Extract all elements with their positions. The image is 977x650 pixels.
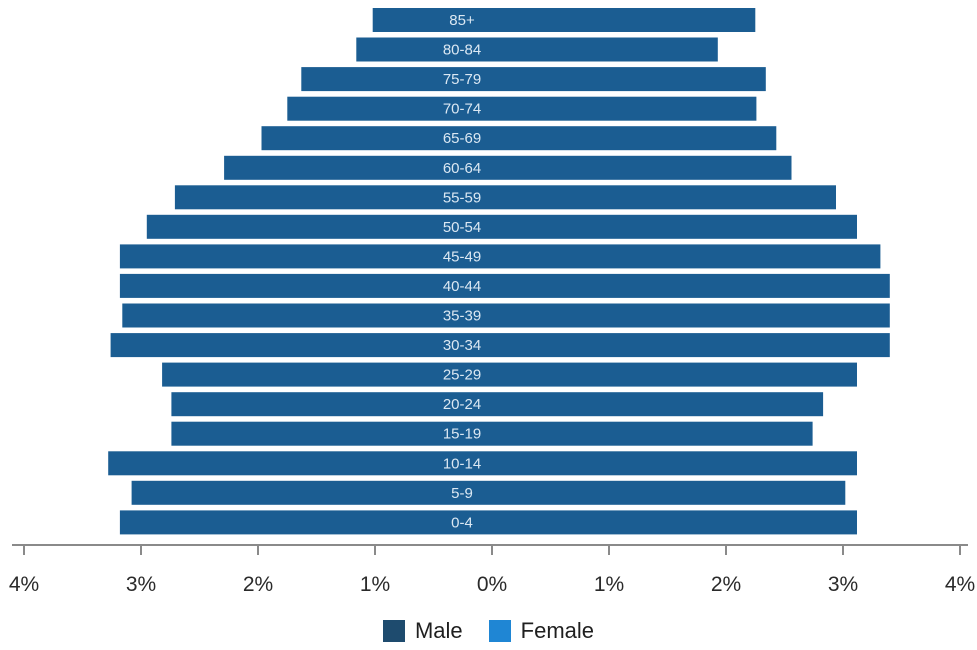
bar-male-60-64 [224, 155, 492, 180]
bar-female-0-4 [492, 510, 857, 535]
bar-male-35-39 [122, 303, 493, 328]
category-label-5-9: 5-9 [451, 485, 473, 502]
category-label-60-64: 60-64 [443, 160, 481, 177]
category-label-50-54: 50-54 [443, 219, 481, 236]
bar-male-15-19 [171, 421, 492, 446]
bar-female-85+ [492, 8, 756, 32]
category-label-30-34: 30-34 [443, 337, 481, 354]
bar-male-40-44 [119, 273, 493, 298]
category-label-15-19: 15-19 [443, 426, 481, 443]
bar-female-40-44 [492, 273, 890, 298]
bar-male-75-79 [301, 67, 492, 92]
bar-female-35-39 [492, 303, 890, 328]
category-labels-layer: 85+ 80-84 75-79 70-74 65-69 60-64 55-59 50-54 45… [443, 12, 481, 531]
x-tick-label: 3% [828, 573, 858, 596]
category-label-25-29: 25-29 [443, 367, 481, 384]
bar-female-50-54 [492, 214, 857, 239]
x-tick-label: 0% [477, 573, 507, 596]
bar-male-20-24 [171, 392, 492, 417]
bar-female-15-19 [492, 421, 813, 446]
category-label-20-24: 20-24 [443, 396, 481, 413]
bar-female-10-14 [492, 451, 857, 476]
bar-male-45-49 [119, 244, 493, 269]
category-label-65-69: 65-69 [443, 130, 481, 147]
legend-label-female: Female [520, 618, 595, 643]
bar-female-5-9 [492, 480, 846, 505]
bar-male-80-84 [356, 37, 492, 62]
bar-female-45-49 [492, 244, 881, 269]
bar-male-70-74 [287, 96, 493, 121]
category-label-0-4: 0-4 [451, 514, 473, 531]
x-tick-label: 4% [945, 573, 975, 596]
bar-male-85+ [372, 8, 492, 32]
category-label-75-79: 75-79 [443, 71, 481, 88]
x-tick-label: 3% [126, 573, 156, 596]
legend-label-male: Male [414, 618, 463, 643]
bar-female-30-34 [492, 333, 890, 358]
category-label-10-14: 10-14 [443, 455, 481, 472]
bar-female-60-64 [492, 155, 792, 180]
bar-female-75-79 [492, 67, 766, 92]
legend-item-male: Male [382, 618, 463, 644]
legend: Male Female [0, 618, 977, 644]
bar-male-65-69 [261, 126, 492, 151]
bar-male-50-54 [146, 214, 493, 239]
bar-female-25-29 [492, 362, 857, 387]
bar-female-80-84 [492, 37, 718, 62]
bar-male-0-4 [119, 510, 493, 535]
x-tick-label: 2% [711, 573, 741, 596]
category-label-45-49: 45-49 [443, 248, 481, 265]
x-tick-label: 4% [9, 573, 39, 596]
bars-layer [108, 8, 890, 535]
x-tick-label: 1% [360, 573, 390, 596]
bar-female-70-74 [492, 96, 757, 121]
x-axis: 4% 3% 2% 1% 0% 1% 2% 3% 4% [9, 544, 975, 596]
bar-female-20-24 [492, 392, 824, 417]
category-label-80-84: 80-84 [443, 42, 481, 59]
category-label-35-39: 35-39 [443, 308, 481, 325]
legend-swatch-female [488, 620, 511, 642]
bar-male-25-29 [162, 362, 492, 387]
legend-swatch-male [382, 620, 405, 642]
x-tick-label: 2% [243, 573, 273, 596]
bar-male-30-34 [110, 333, 492, 358]
bar-female-55-59 [492, 185, 836, 210]
category-label-55-59: 55-59 [443, 189, 481, 206]
bar-male-5-9 [131, 480, 492, 505]
category-label-70-74: 70-74 [443, 101, 481, 118]
legend-item-female: Female [488, 618, 595, 644]
category-label-40-44: 40-44 [443, 278, 481, 295]
bar-male-55-59 [174, 185, 492, 210]
bar-male-10-14 [108, 451, 492, 476]
bar-female-65-69 [492, 126, 777, 151]
x-tick-label: 1% [594, 573, 624, 596]
category-label-85+: 85+ [449, 12, 475, 29]
